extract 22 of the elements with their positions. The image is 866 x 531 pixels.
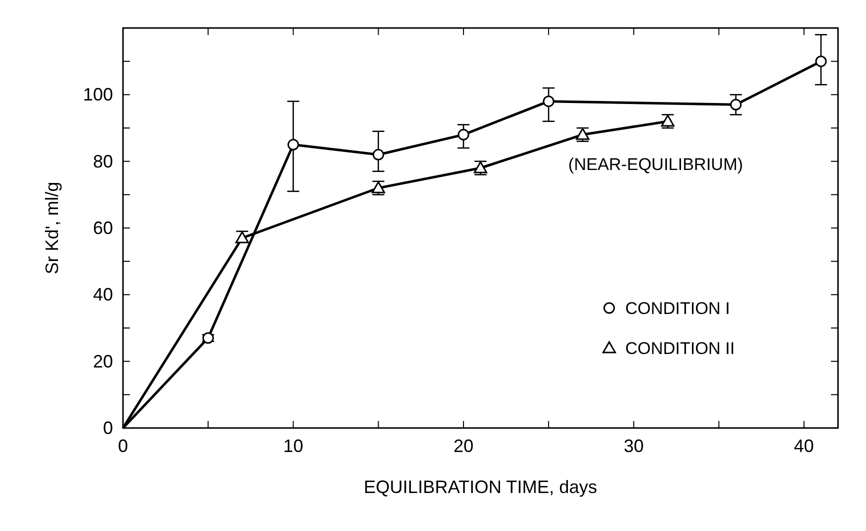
y-axis-title: Sr Kd', ml/g xyxy=(42,182,62,274)
y-tick-label: 0 xyxy=(102,418,113,438)
point xyxy=(458,128,470,140)
x-tick-label: 0 xyxy=(118,436,128,456)
y-tick-label: 80 xyxy=(92,151,113,172)
y-tick-label: 100 xyxy=(82,84,113,105)
point xyxy=(730,98,742,110)
y-tick-label: 60 xyxy=(92,218,113,238)
point xyxy=(287,138,299,150)
annotation: (NEAR-EQUILIBRIUM) xyxy=(568,155,744,174)
x-tick-label: 20 xyxy=(453,436,474,456)
point xyxy=(542,96,554,108)
legend-label: CONDITION II xyxy=(625,339,735,358)
x-tick-label: 40 xyxy=(794,436,814,456)
x-tick-label: 30 xyxy=(624,436,644,456)
point xyxy=(815,56,827,68)
y-tick-label: 40 xyxy=(92,284,113,305)
legend-label: CONDITION I xyxy=(625,299,730,318)
x-axis-title: EQUILIBRATION TIME, days xyxy=(364,477,598,497)
x-tick-label: 10 xyxy=(283,436,304,456)
y-tick-label: 20 xyxy=(92,351,113,372)
point xyxy=(372,148,384,160)
